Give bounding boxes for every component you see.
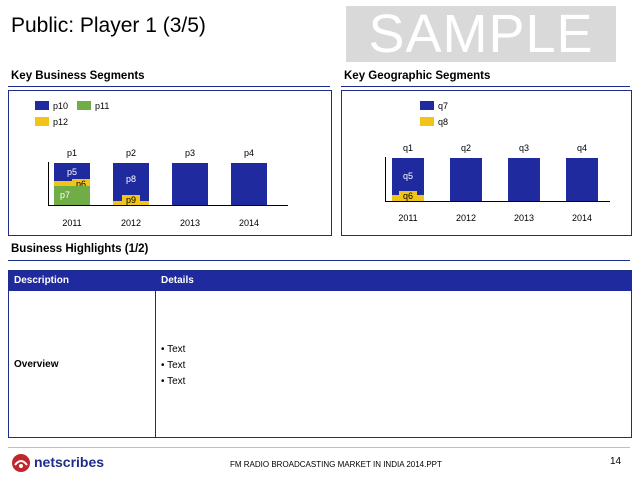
bar-top-label: p3 [184,148,195,158]
x-tick-label: 2014 [238,218,260,228]
details-bullets: • Text • Text • Text [161,342,185,390]
x-axis-line [48,205,288,206]
business-segments-heading: Key Business Segments [11,70,145,82]
legend-label-q8: q8 [438,117,449,127]
bar-2013 [508,158,540,201]
bar-2014 [566,158,598,201]
bar-top-label: q1 [402,143,413,153]
x-tick-label: 2011 [398,213,418,223]
bar-2012 [450,158,482,201]
netscribes-logo: netscribes [10,452,132,474]
x-tick-label: 2011 [62,218,82,228]
legend-label-q7: q7 [438,101,449,111]
business-chart-panel: p10 p11 p12 p1 p2 p3 p4 p5 p6 p7 p8 p9 2… [8,90,332,236]
logo-mark-icon [12,454,30,472]
column-divider [155,271,156,437]
bar-label-p8: p8 [125,174,136,184]
bar-label-p9: p9 [122,195,140,205]
bar-2014 [231,163,267,205]
bar-label-q5: q5 [402,171,413,181]
legend-swatch-p12 [35,117,49,126]
slide-title: Public: Player 1 (3/5) [11,14,206,37]
page-number: 14 [610,456,622,467]
x-axis-line [385,201,610,202]
bar-top-label: q3 [518,143,529,153]
highlights-heading-rule [8,260,630,261]
x-tick-label: 2013 [513,213,535,223]
bar-label-p7: p7 [59,190,70,200]
col-header-description: Description [9,271,155,291]
bar-top-label: p4 [243,148,254,158]
footer-document-name: FM RADIO BROADCASTING MARKET IN INDIA 20… [230,460,442,469]
y-axis-line [385,157,386,201]
legend-label-p12: p12 [53,117,69,127]
x-tick-label: 2012 [455,213,477,223]
x-tick-label: 2012 [120,218,142,228]
geo-segments-heading: Key Geographic Segments [344,70,491,82]
y-axis-line [48,162,49,205]
row-label-overview: Overview [14,359,59,370]
legend-swatch-p10 [35,101,49,110]
geo-chart-panel: q7 q8 q1 q2 q3 q4 q5 q6 2011 2012 2013 2… [341,90,632,236]
details-bullet: • Text [161,344,186,355]
bar-segment-p7 [54,186,90,205]
logo-text: netscribes [34,454,105,470]
bar-label-p6: p6 [72,179,90,189]
legend-label-p11: p11 [95,101,110,111]
bar-segment-q5 [392,158,424,195]
legend-swatch-q8 [420,117,434,126]
legend-swatch-p11 [77,101,91,110]
legend-swatch-q7 [420,101,434,110]
business-heading-rule [8,86,330,87]
bar-segment-p5 [54,163,90,181]
x-tick-label: 2013 [179,218,201,228]
bar-top-label: p1 [66,148,77,158]
business-highlights-heading: Business Highlights (1/2) [11,243,149,255]
legend-label-p10: p10 [53,101,69,111]
bar-label-p5: p5 [66,167,77,177]
bar-top-label: q2 [460,143,471,153]
geo-heading-rule [341,86,630,87]
bar-label-q6: q6 [399,191,417,201]
bar-top-label: q4 [576,143,587,153]
footer-rule [8,447,630,448]
bar-2013 [172,163,208,205]
details-bullet: • Text [161,376,186,387]
col-header-details: Details [156,271,631,291]
sample-watermark: SAMPLE [346,6,616,62]
bar-top-label: p2 [125,148,136,158]
details-bullet: • Text [161,360,186,371]
highlights-table: Description Details Overview • Text • Te… [8,270,632,438]
x-tick-label: 2014 [571,213,593,223]
